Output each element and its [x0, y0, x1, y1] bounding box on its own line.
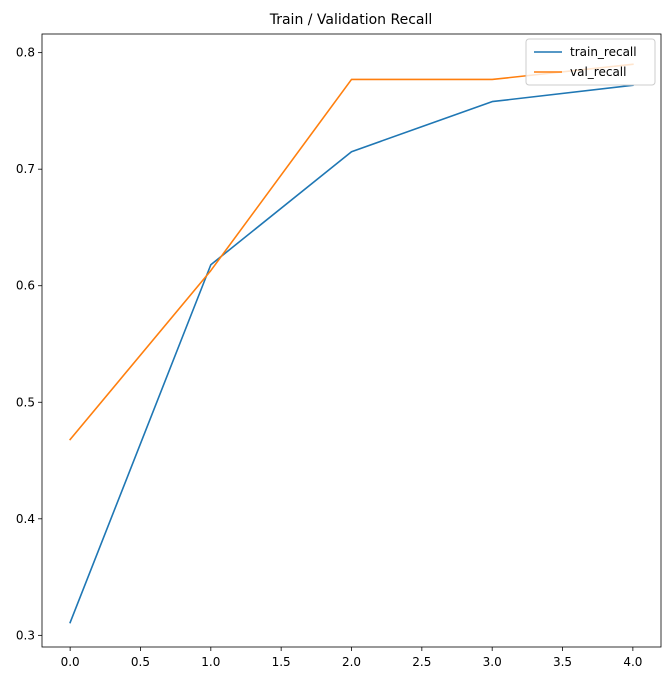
x-tick-label: 3.5: [553, 655, 572, 669]
x-tick-label: 3.0: [483, 655, 502, 669]
y-tick-label: 0.8: [16, 46, 35, 60]
legend-label-train_recall: train_recall: [570, 45, 637, 59]
x-tick-label: 1.5: [272, 655, 291, 669]
y-tick-label: 0.3: [16, 628, 35, 642]
series-line-val_recall: [69, 63, 634, 441]
y-tick-label: 0.4: [16, 512, 35, 526]
x-tick-label: 0.0: [61, 655, 80, 669]
series-line-train_recall: [69, 84, 634, 624]
chart-title: Train / Validation Recall: [269, 12, 433, 28]
y-tick-label: 0.6: [16, 279, 35, 293]
y-tick-label: 0.5: [16, 395, 35, 409]
y-tick-label: 0.7: [16, 162, 35, 176]
legend-label-val_recall: val_recall: [570, 65, 626, 79]
axes-frame: [41, 33, 662, 648]
x-tick-label: 2.5: [412, 655, 431, 669]
legend-box: [525, 38, 656, 86]
plot-area: 0.0 0.5 1.0 1.5 2.0 2.5 3.0 3.5 4.0 0.3 0.4 0.5 0.6 0…: [16, 33, 662, 669]
x-tick-label: 4.0: [623, 655, 642, 669]
x-tick-label: 2.0: [342, 655, 361, 669]
x-tick-label: 1.0: [201, 655, 220, 669]
x-tick-label: 0.5: [131, 655, 150, 669]
